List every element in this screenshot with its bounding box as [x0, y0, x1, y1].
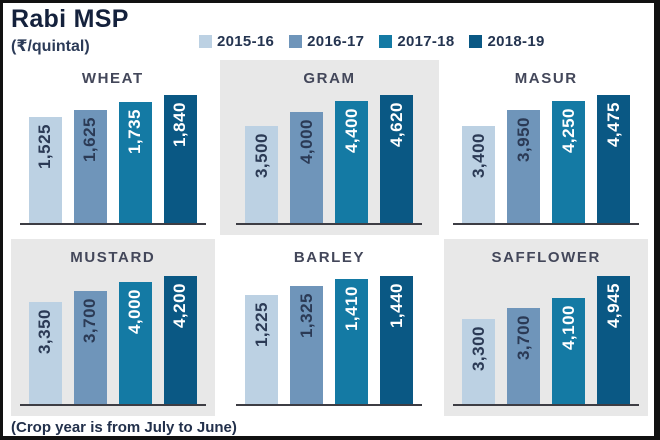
bar-value-label: 1,525 — [35, 124, 55, 170]
crop-title: GRAM — [303, 70, 356, 87]
header: Rabi MSP (₹/quintal) 2015-16 2016-17 2017-… — [11, 5, 648, 60]
bar-mustard-2018-19: 4,200 — [163, 276, 197, 404]
crop-panel-wheat: WHEAT 1,525 1,625 1,735 1,840 — [11, 60, 215, 235]
bar-safflower-2017-18: 4,100 — [552, 298, 586, 404]
crop-title: SAFFLOWER — [491, 249, 601, 266]
bar-value-label: 1,735 — [125, 109, 145, 155]
legend-swatch-icon — [289, 35, 303, 48]
bar-mustard-2015-16: 3,350 — [28, 302, 62, 404]
bar-barley-2017-18: 1,410 — [335, 279, 369, 404]
bar-value-label: 4,000 — [125, 289, 145, 335]
bar-masur-2017-18: 4,250 — [552, 101, 586, 223]
crop-title: BARLEY — [293, 249, 366, 266]
bar-value-label: 4,945 — [603, 283, 623, 329]
bar-gram-2016-17: 4,000 — [290, 112, 324, 223]
bars-wrap: 3,300 3,700 4,100 4,945 — [453, 276, 640, 406]
bar-value-label: 4,100 — [558, 305, 578, 351]
bars: 3,400 3,950 4,250 4,475 — [453, 95, 640, 225]
crop-panel-barley: BARLEY 1,225 1,325 1,410 1,440 — [219, 239, 440, 416]
crop-panel-masur: MASUR 3,400 3,950 4,250 4,475 — [444, 60, 648, 235]
bar-value-label: 3,700 — [80, 298, 100, 344]
panels-grid: WHEAT 1,525 1,625 1,735 1,840 GRAM 3,500 4,0… — [11, 60, 648, 416]
crop-panel-gram: GRAM 3,500 4,000 4,400 4,620 — [219, 60, 440, 235]
bar-wheat-2015-16: 1,525 — [28, 117, 62, 223]
bar-value-label: 4,250 — [558, 108, 578, 154]
bar-value-label: 1,625 — [80, 117, 100, 163]
bar-gram-2015-16: 3,500 — [245, 126, 279, 223]
bars: 1,225 1,325 1,410 1,440 — [236, 276, 423, 406]
bars-wrap: 1,525 1,625 1,735 1,840 — [19, 95, 206, 225]
bar-wheat-2018-19: 1,840 — [163, 95, 197, 223]
crop-panel-safflower: SAFFLOWER 3,300 3,700 4,100 4,945 — [444, 239, 648, 416]
bar-value-label: 3,300 — [468, 326, 488, 372]
bar-value-label: 1,225 — [251, 302, 271, 348]
bars-wrap: 3,400 3,950 4,250 4,475 — [453, 95, 640, 225]
bar-barley-2015-16: 1,225 — [245, 295, 279, 404]
bar-safflower-2016-17: 3,700 — [507, 308, 541, 404]
unit-label: (₹/quintal) — [11, 37, 90, 55]
bar-value-label: 3,500 — [251, 133, 271, 179]
bars-wrap: 3,500 4,000 4,400 4,620 — [236, 95, 423, 225]
bar-value-label: 1,440 — [386, 283, 406, 329]
legend-label: 2017-18 — [397, 33, 455, 50]
legend-item-2018-19: 2018-19 — [469, 33, 544, 50]
bar-value-label: 3,350 — [35, 309, 55, 355]
bar-value-label: 4,620 — [386, 102, 406, 148]
bars: 3,300 3,700 4,100 4,945 — [453, 276, 640, 406]
bar-value-label: 1,840 — [170, 102, 190, 148]
bar-value-label: 4,200 — [170, 283, 190, 329]
bar-masur-2015-16: 3,400 — [462, 126, 496, 223]
bar-value-label: 4,000 — [296, 119, 316, 165]
crop-title: MASUR — [514, 70, 578, 87]
crop-title: MUSTARD — [70, 249, 156, 266]
bar-value-label: 3,700 — [513, 315, 533, 361]
bar-value-label: 1,325 — [296, 293, 316, 339]
bar-safflower-2015-16: 3,300 — [462, 319, 496, 404]
bar-mustard-2017-18: 4,000 — [118, 282, 152, 404]
crop-title: WHEAT — [81, 70, 144, 87]
bar-masur-2016-17: 3,950 — [507, 110, 541, 223]
bar-safflower-2018-19: 4,945 — [597, 276, 631, 404]
legend-item-2016-17: 2016-17 — [289, 33, 364, 50]
bar-mustard-2016-17: 3,700 — [73, 291, 107, 404]
bars: 1,525 1,625 1,735 1,840 — [19, 95, 206, 225]
bar-gram-2018-19: 4,620 — [380, 95, 414, 223]
legend-swatch-icon — [469, 35, 483, 48]
bar-wheat-2016-17: 1,625 — [73, 110, 107, 223]
legend-label: 2015-16 — [217, 33, 275, 50]
bar-value-label: 1,410 — [341, 286, 361, 332]
title-block: Rabi MSP (₹/quintal) — [11, 5, 199, 56]
legend-label: 2018-19 — [487, 33, 545, 50]
bars-wrap: 3,350 3,700 4,000 4,200 — [19, 276, 206, 406]
bar-value-label: 3,950 — [513, 117, 533, 163]
bar-value-label: 4,400 — [341, 108, 361, 154]
bar-barley-2016-17: 1,325 — [290, 286, 324, 404]
page-title: Rabi MSP — [11, 5, 129, 33]
legend: 2015-16 2016-17 2017-18 2018-19 — [199, 33, 545, 50]
legend-label: 2016-17 — [307, 33, 365, 50]
crop-panel-mustard: MUSTARD 3,350 3,700 4,000 4,200 — [11, 239, 215, 416]
bar-barley-2018-19: 1,440 — [380, 276, 414, 404]
legend-item-2015-16: 2015-16 — [199, 33, 274, 50]
footer-note: (Crop year is from July to June) — [11, 419, 237, 436]
legend-item-2017-18: 2017-18 — [379, 33, 454, 50]
bar-gram-2017-18: 4,400 — [335, 101, 369, 223]
bar-value-label: 3,400 — [468, 133, 488, 179]
bar-wheat-2017-18: 1,735 — [118, 102, 152, 223]
bar-value-label: 4,475 — [603, 102, 623, 148]
legend-swatch-icon — [379, 35, 393, 48]
bars-wrap: 1,225 1,325 1,410 1,440 — [236, 276, 423, 406]
bar-masur-2018-19: 4,475 — [597, 95, 631, 223]
bars: 3,350 3,700 4,000 4,200 — [19, 276, 206, 406]
legend-swatch-icon — [199, 35, 212, 48]
bars: 3,500 4,000 4,400 4,620 — [236, 95, 423, 225]
